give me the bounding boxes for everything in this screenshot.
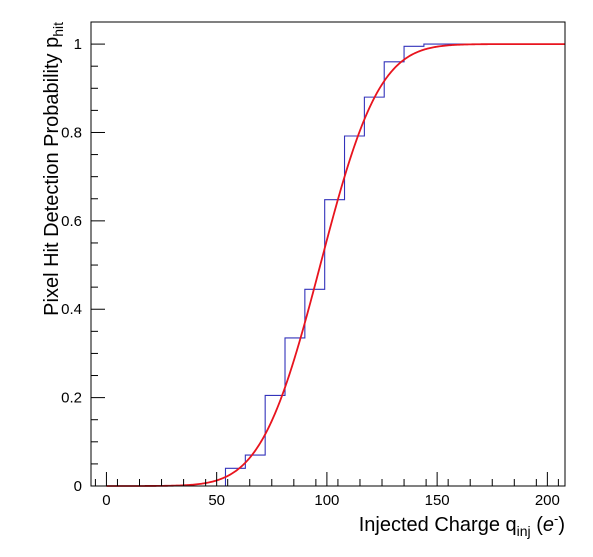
x-axis-title-unit: e: [543, 514, 554, 536]
plot-frame: [90, 21, 566, 487]
y-tick-label: 1: [74, 36, 82, 53]
y-tick-label: 0.6: [61, 213, 82, 230]
y-axis-title-main: Pixel Hit Detection Probability p: [41, 37, 63, 316]
y-axis-title: Pixel Hit Detection Probability phit: [41, 22, 66, 316]
y-tick-label: 0: [74, 478, 82, 495]
x-axis: 0 50 100 150 200: [94, 472, 560, 509]
x-axis-title-superscript: -: [554, 511, 558, 526]
x-axis-title: Injected Charge qinj (e-): [359, 511, 565, 539]
x-tick-label: 50: [208, 492, 225, 509]
x-axis-title-paren: (: [531, 514, 544, 536]
x-tick-label: 200: [535, 492, 560, 509]
y-tick-label: 0.8: [61, 124, 82, 141]
x-tick-label: 150: [425, 492, 450, 509]
x-tick-label: 0: [102, 492, 110, 509]
y-axis-title-subscript: hit: [50, 22, 66, 37]
y-tick-label: 0.4: [61, 301, 82, 318]
x-axis-title-main: Injected Charge q: [359, 514, 517, 536]
y-axis: 0 0.2 0.4 0.6 0.8 1: [61, 36, 105, 495]
x-axis-title-subscript: inj: [517, 523, 531, 539]
x-axis-title-close: ): [558, 514, 565, 536]
y-tick-label: 0.2: [61, 390, 82, 407]
fit-curve: [106, 43, 565, 487]
x-tick-label: 100: [314, 492, 339, 509]
